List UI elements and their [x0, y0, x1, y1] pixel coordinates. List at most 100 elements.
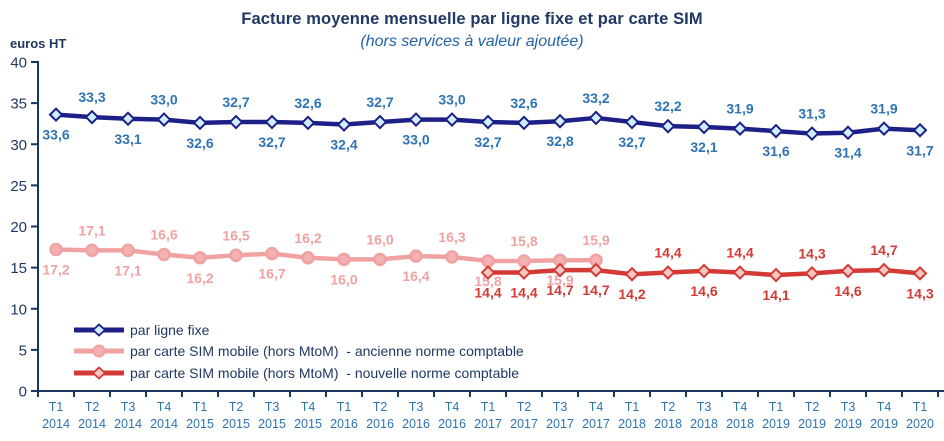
x-tick-year: 2017 — [474, 417, 502, 431]
data-point-label: 32,6 — [510, 95, 537, 111]
x-tick-year: 2015 — [258, 417, 286, 431]
x-tick-quarter: T4 — [589, 400, 604, 414]
data-point-label: 14,7 — [546, 282, 573, 298]
legend-label-sim-ancienne: par carte SIM mobile (hors MtoM) - ancie… — [130, 343, 524, 360]
x-tick-quarter: T1 — [481, 400, 496, 414]
x-tick-year: 2014 — [78, 417, 106, 431]
x-tick-year: 2014 — [114, 417, 142, 431]
x-tick-quarter: T2 — [373, 400, 388, 414]
data-point-marker — [912, 122, 928, 138]
x-tick-quarter: T1 — [337, 400, 352, 414]
x-tick-year: 2016 — [330, 417, 358, 431]
data-point-marker — [372, 114, 388, 130]
x-tick-quarter: T1 — [625, 400, 640, 414]
y-tick-label: 25 — [10, 178, 27, 195]
data-point-marker — [409, 249, 423, 263]
series-0: 33,6 33,3 33,1 33,0 32,6 32,7 32,7 32,6 32,4 32,7… — [42, 89, 933, 161]
data-point-label: 33,6 — [42, 127, 69, 143]
x-tick-quarter: T1 — [193, 400, 208, 414]
data-point-label: 14,4 — [510, 285, 537, 301]
y-tick-label: 0 — [19, 384, 27, 401]
data-point-marker — [624, 114, 640, 130]
data-point-marker — [516, 265, 532, 280]
data-point-marker — [552, 262, 568, 278]
data-point-label: 15,8 — [474, 273, 501, 289]
data-point-label: 32,2 — [654, 98, 681, 114]
data-point-label: 16,5 — [222, 227, 249, 243]
data-point-marker — [912, 265, 928, 281]
data-point-marker — [192, 115, 208, 131]
x-tick-year: 2018 — [654, 417, 682, 431]
x-tick-quarter: T1 — [769, 400, 784, 414]
data-point-marker — [408, 112, 424, 127]
data-point-marker — [337, 252, 351, 267]
data-point-marker — [336, 117, 352, 132]
data-point-label: 32,7 — [258, 134, 285, 150]
data-point-label: 32,6 — [294, 95, 321, 111]
data-point-label: 33,0 — [402, 132, 429, 148]
data-point-marker — [876, 262, 892, 278]
data-point-marker — [624, 266, 640, 282]
x-tick-year: 2019 — [762, 417, 790, 431]
legend-item-ligne-fixe: par ligne fixe — [74, 319, 524, 341]
data-point-label: 33,1 — [114, 131, 141, 147]
x-tick-quarter: T3 — [697, 400, 712, 414]
x-tick-quarter: T4 — [157, 400, 172, 414]
chart-title: Facture moyenne mensuelle par ligne fixe… — [241, 10, 703, 28]
x-tick-year: 2019 — [834, 417, 862, 431]
legend-marker — [91, 366, 107, 380]
legend-swatch-sim-nouvelle-icon — [74, 366, 124, 380]
x-tick-year: 2018 — [618, 417, 646, 431]
data-point-label: 16,0 — [366, 231, 393, 247]
y-tick-label: 10 — [10, 301, 27, 318]
data-point-label: 32,7 — [366, 94, 393, 110]
data-point-label: 16,7 — [258, 266, 285, 282]
data-point-label: 31,6 — [762, 143, 789, 159]
series-2: 14,4 14,4 14,7 14,7 14,2 14,4 14,6 14,4 14,1 14,3… — [474, 242, 933, 303]
data-point-marker — [732, 121, 748, 137]
data-point-marker — [840, 263, 856, 279]
data-point-marker — [876, 121, 892, 137]
data-point-marker — [732, 265, 748, 280]
legend-item-sim-nouvelle-norme: par carte SIM mobile (hors MtoM) - nouve… — [74, 362, 524, 384]
data-point-label: 15,9 — [546, 272, 573, 288]
x-tick-quarter: T3 — [409, 400, 424, 414]
data-point-marker — [84, 109, 100, 125]
data-point-marker — [229, 248, 243, 263]
x-tick-quarter: T3 — [121, 400, 136, 414]
data-point-marker — [265, 246, 279, 261]
data-point-marker — [228, 114, 244, 130]
data-point-marker — [588, 262, 604, 278]
x-tick-year: 2015 — [186, 417, 214, 431]
data-point-label: 32,1 — [690, 139, 717, 155]
data-point-marker — [49, 242, 63, 257]
data-point-label: 15,8 — [510, 233, 537, 249]
x-tick-quarter: T2 — [661, 400, 676, 414]
y-tick-label: 20 — [10, 219, 27, 236]
legend-marker — [91, 323, 107, 337]
data-point-label: 31,4 — [834, 145, 861, 161]
x-tick-quarter: T3 — [553, 400, 568, 414]
x-tick-quarter: T4 — [733, 400, 748, 414]
data-point-marker — [696, 263, 712, 279]
data-point-label: 14,2 — [618, 286, 645, 302]
x-tick-year: 2018 — [690, 417, 718, 431]
x-tick-year: 2015 — [222, 417, 250, 431]
legend-marker — [92, 344, 106, 358]
data-point-marker — [445, 250, 459, 264]
x-tick-year: 2017 — [546, 417, 574, 431]
x-tick-year: 2016 — [438, 417, 466, 431]
data-point-label: 33,0 — [150, 92, 177, 108]
data-point-marker — [660, 265, 676, 280]
x-tick-year: 2020 — [906, 417, 934, 431]
data-point-label: 33,2 — [582, 90, 609, 106]
chart-legend: par ligne fixe par carte SIM mobile (hor… — [74, 319, 524, 384]
data-point-label: 16,6 — [150, 226, 177, 242]
x-tick-quarter: T1 — [49, 400, 64, 414]
legend-swatch-sim-ancienne-icon — [74, 344, 124, 358]
data-point-label: 31,3 — [798, 106, 825, 122]
data-point-label: 31,7 — [906, 142, 933, 158]
x-tick-quarter: T4 — [301, 400, 316, 414]
data-point-marker — [840, 125, 856, 141]
y-tick-label: 30 — [10, 137, 27, 154]
